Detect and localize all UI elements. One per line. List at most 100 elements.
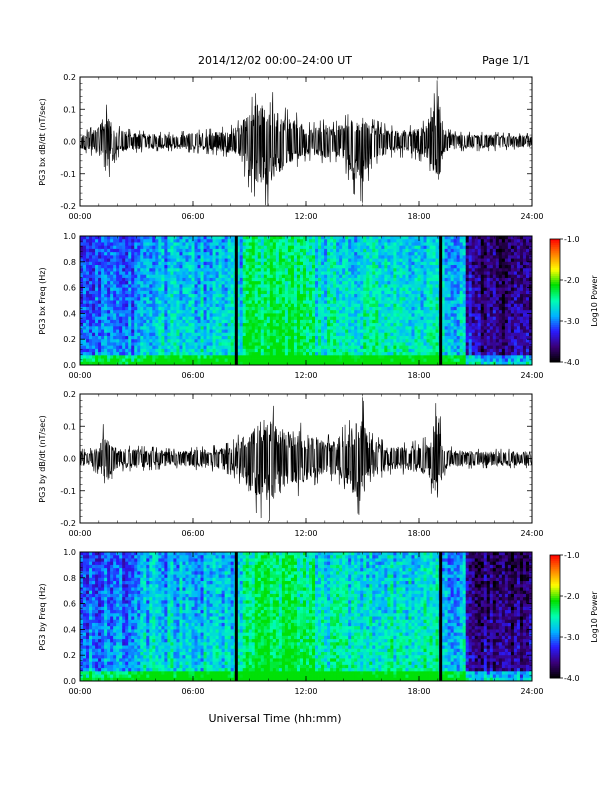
- spectrogram-cell: [98, 300, 102, 305]
- spectrogram-cell: [336, 236, 340, 240]
- spectrogram-cell: [426, 361, 430, 366]
- spectrogram-cell: [143, 281, 147, 285]
- spectrogram-cell: [242, 290, 247, 295]
- spectrogram-cell: [330, 265, 334, 269]
- spectrogram-cell: [342, 287, 346, 292]
- spectrogram-cell: [137, 281, 141, 285]
- spectrogram-cell: [128, 326, 132, 330]
- spectrogram-cell: [342, 261, 346, 266]
- spectrogram-cell: [432, 274, 436, 279]
- spectrogram-cell: [185, 265, 189, 269]
- spectrogram-cell: [194, 268, 198, 272]
- spectrogram-cell: [378, 248, 382, 253]
- spectrogram-cell: [402, 252, 406, 256]
- spectrogram-cell: [86, 252, 90, 256]
- spectrogram-cell: [221, 352, 226, 356]
- spectrogram-cell: [200, 290, 204, 295]
- spectrogram-cell: [408, 252, 412, 256]
- spectrogram-cell: [182, 290, 186, 295]
- spectrogram-cell: [179, 294, 183, 298]
- spectrogram-cell: [269, 281, 274, 285]
- spectrogram-cell: [330, 300, 334, 305]
- spectrogram-cell: [420, 306, 424, 311]
- spectrogram-cell: [411, 274, 415, 279]
- spectrogram-cell: [351, 339, 355, 343]
- spectrogram-cell: [321, 319, 325, 324]
- spectrogram-cell: [366, 300, 370, 305]
- spectrogram-cell: [396, 236, 400, 240]
- spectrogram-cell: [408, 239, 412, 243]
- spectrogram-cell: [369, 281, 373, 285]
- spectrogram-cell: [161, 300, 165, 305]
- spectrogram-cell: [182, 345, 186, 350]
- spectrogram-cell: [402, 265, 406, 269]
- spectrogram-cell: [149, 271, 153, 276]
- spectrogram-cell: [149, 300, 153, 305]
- spectrogram-cell: [384, 319, 388, 324]
- spectrogram-cell: [122, 316, 126, 321]
- spectrogram-cell: [281, 294, 286, 298]
- spectrogram-cell: [278, 245, 283, 250]
- spectrogram-cell: [236, 277, 241, 282]
- spectrogram-cell: [324, 271, 328, 276]
- spectrogram-cell: [221, 258, 226, 263]
- spectrogram-cell: [281, 358, 286, 363]
- spectrogram-cell: [351, 358, 355, 363]
- spectrogram-cell: [170, 277, 174, 282]
- spectrogram-cell: [251, 323, 256, 327]
- spectrogram-cell: [245, 255, 250, 259]
- spectrogram-cell: [119, 271, 123, 276]
- spectrogram-cell: [206, 335, 210, 340]
- spectrogram-cell: [284, 358, 289, 363]
- spectrogram-cell: [224, 329, 229, 334]
- spectrogram-cell: [411, 236, 415, 240]
- spectrogram-cell: [98, 306, 102, 311]
- spectrogram-cell: [254, 335, 259, 340]
- spectrogram-cell: [185, 326, 189, 330]
- spectrogram-cell: [354, 348, 358, 353]
- spectrogram-cell: [161, 255, 165, 259]
- spectrogram-cell: [281, 261, 286, 266]
- spectrogram-cell: [209, 316, 213, 321]
- spectrogram-cell: [185, 345, 189, 350]
- spectrogram-cell: [387, 348, 391, 353]
- spectrogram-cell: [284, 261, 289, 266]
- spectrogram-cell: [224, 297, 229, 301]
- spectrogram-cell: [119, 258, 123, 263]
- spectrogram-cell: [284, 303, 289, 308]
- spectrogram-cell: [321, 303, 325, 308]
- spectrogram-cell: [107, 277, 111, 282]
- spectrogram-cell: [212, 352, 216, 356]
- spectrogram-cell: [275, 313, 280, 318]
- spectrogram-cell: [242, 358, 247, 363]
- spectrogram-cell: [176, 281, 180, 285]
- spectrogram-cell: [321, 245, 325, 250]
- spectrogram-cell: [122, 242, 126, 247]
- spectrogram-cell: [167, 303, 171, 308]
- spectrogram-cell: [185, 300, 189, 305]
- spectrogram-cell: [324, 248, 328, 253]
- spectrogram-cell: [191, 268, 195, 272]
- spectrogram-cell: [215, 271, 220, 276]
- spectrogram-cell: [290, 313, 295, 318]
- spectrogram-cell: [411, 323, 415, 327]
- spectrogram-cell: [113, 345, 117, 350]
- spectrogram-cell: [173, 319, 177, 324]
- spectrogram-cell: [113, 335, 117, 340]
- spectrogram-cell: [366, 239, 370, 243]
- spectrogram-cell: [179, 258, 183, 263]
- spectrogram-cell: [188, 297, 192, 301]
- spectrogram-cell: [420, 261, 424, 266]
- spectrogram-cell: [140, 284, 144, 289]
- spectrogram-cell: [345, 358, 349, 363]
- spectrogram-cell: [396, 339, 400, 343]
- spectrogram-cell: [405, 332, 409, 337]
- spectrogram-cell: [324, 252, 328, 256]
- spectrogram-cell: [287, 242, 292, 247]
- spectrogram-cell: [194, 261, 198, 266]
- spectrogram-cell: [360, 252, 364, 256]
- spectrogram-cell: [372, 335, 376, 340]
- spectrogram-cell: [435, 274, 439, 279]
- spectrogram-cell: [312, 355, 316, 359]
- spectrogram-cell: [345, 306, 349, 311]
